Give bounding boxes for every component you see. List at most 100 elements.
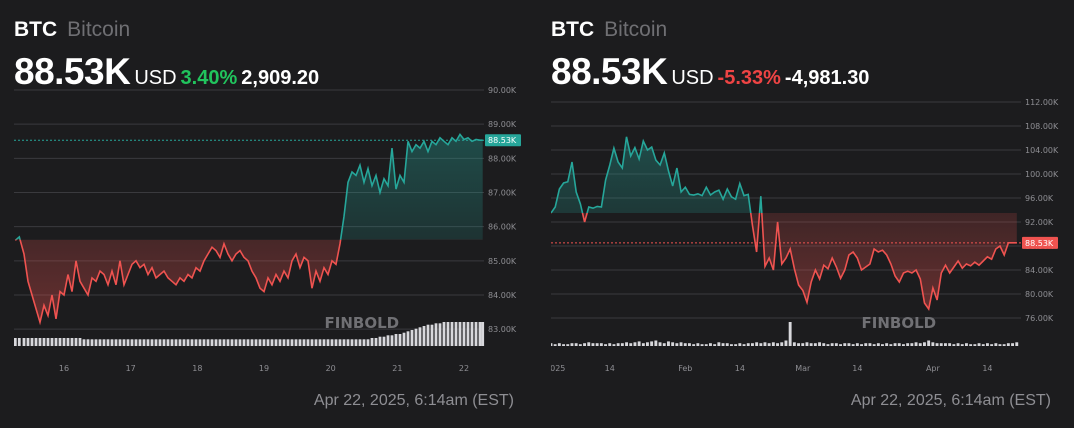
volume-bar (46, 338, 50, 346)
volume-bar (763, 342, 767, 346)
area-fill-up (16, 134, 483, 240)
volume-bar (322, 339, 326, 346)
volume-bar (66, 338, 70, 346)
volume-bar (206, 339, 210, 346)
volume-bar (595, 343, 599, 346)
volume-bar (834, 343, 838, 346)
volume-bar (26, 338, 30, 346)
volume-bar (454, 322, 458, 346)
x-tick-label: 16 (59, 364, 69, 373)
x-tick-label: Mar (795, 364, 811, 373)
y-tick-label: 90.00K (488, 86, 517, 95)
x-tick-label: Feb (678, 364, 692, 373)
volume-bar (553, 344, 557, 346)
volume-bar (839, 344, 842, 346)
change-percent: -5.33% (717, 67, 781, 89)
volume-bar (944, 343, 947, 346)
x-tick-label: 17 (126, 364, 136, 373)
volume-bar (34, 338, 38, 346)
volume-bar (390, 335, 394, 346)
volume-bar (430, 324, 434, 346)
volume-bar (74, 338, 78, 346)
price-chart-ytd: 76.00K80.00K84.00K88.00K92.00K96.00K100.… (551, 98, 1059, 373)
volume-bar (450, 322, 454, 346)
volume-bar (641, 343, 645, 346)
volume-bar (238, 339, 242, 346)
volume-bar (939, 343, 943, 346)
volume-bar (302, 339, 306, 346)
volume-bar (198, 339, 202, 346)
volume-bar (650, 341, 654, 346)
volume-bar (960, 344, 964, 346)
volume-bar (551, 343, 553, 346)
volume-bar (458, 322, 462, 346)
x-tick-label: Apr (926, 364, 941, 373)
price-line-up (14, 132, 483, 240)
last-price-badge (1022, 236, 1058, 249)
volume-bar (830, 343, 834, 346)
volume-bar (446, 322, 450, 346)
ticker-row: BTC Bitcoin (551, 18, 667, 42)
y-tick-label: 96.00K (1025, 194, 1054, 203)
ticker-symbol: BTC (551, 18, 595, 41)
last-price-badge (485, 134, 521, 147)
volume-bar (608, 343, 612, 346)
change-absolute: -4,981.30 (784, 67, 870, 89)
volume-bar (629, 343, 633, 346)
volume-bar (306, 339, 310, 346)
change-absolute: 2,909.20 (241, 67, 320, 89)
volume-bar (142, 339, 146, 346)
volume-bar (931, 342, 935, 346)
price-line-down (14, 239, 342, 326)
volume-bar (382, 336, 386, 346)
price-value: 88.53K (551, 51, 668, 92)
volume-bar (578, 344, 582, 346)
currency-label: USD (671, 67, 714, 89)
y-tick-label: 80.00K (1025, 290, 1054, 299)
volume-bar (574, 343, 578, 346)
volume-bar (671, 342, 675, 346)
volume-bar (872, 344, 876, 346)
volume-bar (386, 335, 390, 346)
volume-bar (792, 342, 796, 346)
volume-bar (868, 343, 872, 346)
volume-bar (226, 339, 230, 346)
volume-bar (470, 322, 474, 346)
y-tick-label: 84.00K (1025, 266, 1054, 275)
volume-bar (654, 340, 658, 346)
volume-bar (481, 322, 485, 346)
volume-bar (679, 342, 683, 346)
volume-bar (334, 339, 338, 346)
x-tick-label: 21 (392, 364, 402, 373)
volume-bar (342, 339, 346, 346)
volume-bar (625, 342, 628, 346)
x-tick-label: 20 (326, 364, 336, 373)
volume-bar (604, 344, 607, 346)
volume-bar (146, 339, 150, 346)
x-tick-label: 18 (192, 364, 202, 373)
volume-bar (318, 339, 322, 346)
volume-bar (398, 334, 402, 346)
watermark: FINBOLD (325, 314, 400, 332)
volume-bar (230, 339, 234, 346)
volume-bar (1006, 343, 1010, 346)
volume-bar (1002, 344, 1006, 346)
volume-bar (90, 339, 94, 346)
volume-bar (583, 343, 586, 346)
volume-bar (935, 343, 939, 346)
volume-bar (784, 340, 788, 346)
volume-bar (134, 339, 138, 346)
volume-bar (847, 343, 851, 346)
volume-bar (914, 342, 918, 346)
volume-bar (170, 339, 174, 346)
volume-bar (402, 332, 406, 346)
volume-bar (986, 343, 989, 346)
volume-bar (767, 343, 771, 346)
volume-bar (314, 339, 318, 346)
volume-bar (290, 339, 294, 346)
volume-bar (826, 344, 830, 346)
volume-bar (566, 344, 570, 346)
x-tick-label: 14 (735, 364, 745, 373)
volume-bar (797, 343, 800, 346)
volume-bar (418, 327, 422, 346)
